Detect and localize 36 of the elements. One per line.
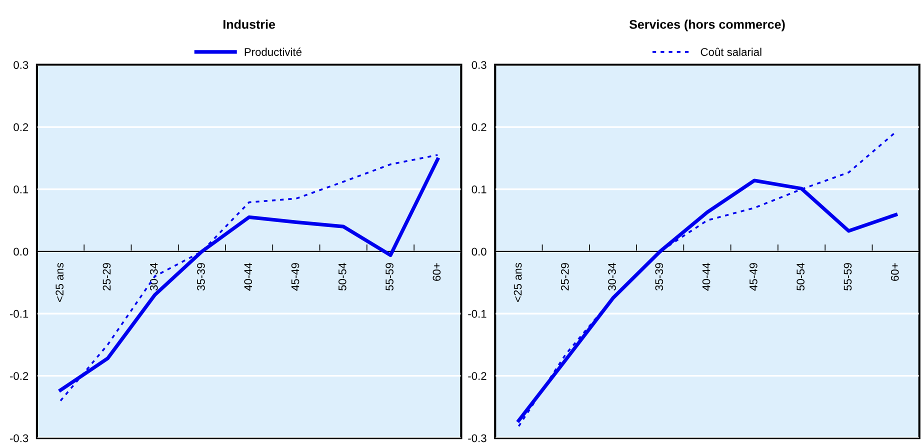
x-tick-label: 25-29 xyxy=(560,263,569,290)
y-tick-label: -0.2 xyxy=(468,372,486,380)
y-tick-label: 0.3 xyxy=(14,61,28,69)
x-tick-label: 30-34 xyxy=(150,262,158,291)
x-tick-label: 40-44 xyxy=(702,262,710,291)
y-tick-label: -0.3 xyxy=(468,434,486,442)
x-tick-label: 50-54 xyxy=(796,262,805,291)
x-tick-label: <25 ans xyxy=(56,262,64,302)
chart-title: Industrie xyxy=(224,20,276,29)
legend-label: Productivité xyxy=(244,48,302,56)
x-tick-label: 45-49 xyxy=(291,263,300,291)
y-tick-label: 0.3 xyxy=(472,61,486,69)
y-tick-label: -0.2 xyxy=(10,372,28,380)
y-tick-label: -0.3 xyxy=(10,434,28,442)
legend-label: Coût salarial xyxy=(700,48,762,56)
x-tick-label: 30-34 xyxy=(608,262,616,291)
x-tick-label: 35-39 xyxy=(197,263,205,291)
x-tick-label: 45-49 xyxy=(750,263,758,291)
y-tick-label: 0.0 xyxy=(14,248,28,256)
y-tick-label: 0.2 xyxy=(14,123,28,132)
chart-title: Services (hors commerce) xyxy=(629,20,785,32)
y-tick-label: 0.2 xyxy=(472,123,486,132)
x-tick-label: 60+ xyxy=(432,263,441,281)
x-tick-label: 55-59 xyxy=(844,263,852,291)
x-tick-label: 50-54 xyxy=(338,262,346,291)
x-tick-label: <25 ans xyxy=(514,262,522,302)
x-tick-label: 55-59 xyxy=(386,263,394,291)
x-tick-label: 60+ xyxy=(890,263,899,281)
y-tick-label: 0.1 xyxy=(472,185,486,194)
y-tick-label: 0.1 xyxy=(14,185,28,194)
y-tick-label: 0.0 xyxy=(472,248,486,256)
x-tick-label: 40-44 xyxy=(244,262,252,291)
x-tick-label: 35-39 xyxy=(655,263,664,291)
y-tick-label: -0.1 xyxy=(10,310,28,318)
x-tick-label: 25-29 xyxy=(102,263,111,290)
y-tick-label: -0.1 xyxy=(468,310,486,318)
